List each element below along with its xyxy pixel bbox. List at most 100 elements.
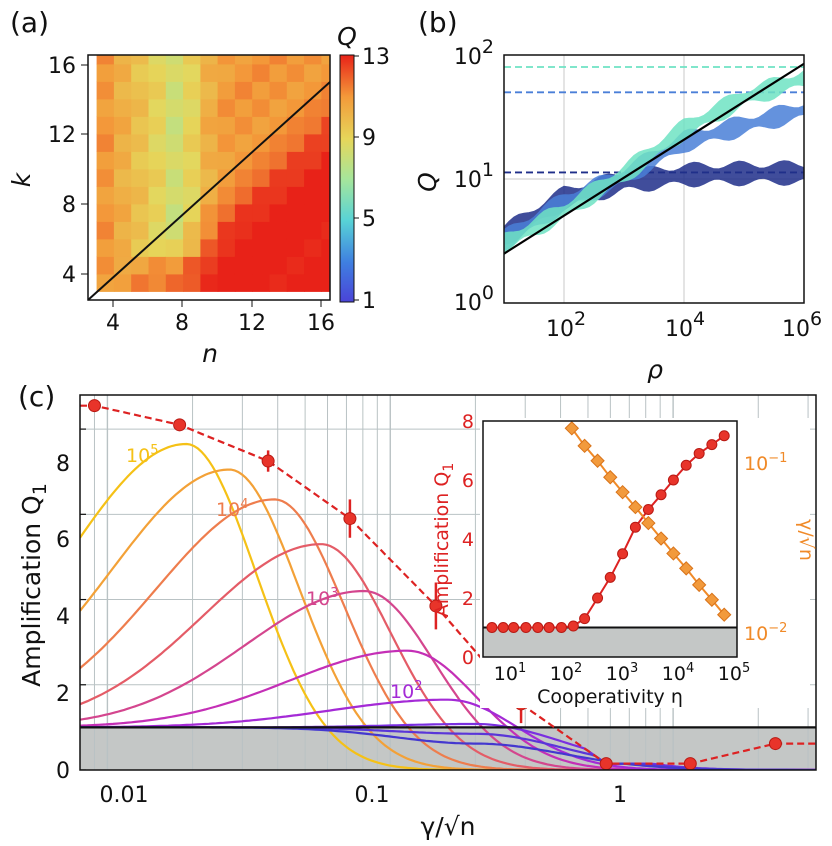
heatmap-cell [286,63,305,82]
heatmap-cell [148,238,167,257]
heatmap-cell [321,256,330,275]
heatmap-cell [217,221,236,240]
heatmap-cell [252,151,271,170]
inset-ytick-label: 8 [462,411,474,433]
panel-c-ytick-label: 6 [56,528,70,553]
panel-c-curve [80,468,816,770]
heatmap-cell [269,273,288,292]
panel-c-data-point [173,418,187,432]
inset-ytick-label: 4 [462,529,474,551]
heatmap-cell [286,221,305,240]
heatmap-reference-line [87,81,331,301]
heatmap-cell [165,256,184,275]
heatmap-xtick-label: 8 [175,311,189,336]
panel-c-ytick-label: 0 [56,759,70,784]
heatmap-cell [200,81,219,100]
heatmap-cell [148,151,167,170]
inset-q1-point [486,622,498,633]
heatmap-cell [183,168,201,187]
inset-gamma-point [704,592,720,607]
heatmap-xtick-label: 16 [307,311,335,336]
heatmap-cell [96,203,115,222]
panel-b-xlabel: ρ [647,355,663,384]
heatmap-cell [321,116,330,135]
heatmap-cell [96,55,115,65]
heatmap-cell [304,55,322,65]
inset-plot [483,421,737,657]
panel-b-reference-line [504,62,804,255]
panel-c-ytick-label: 4 [56,605,70,630]
heatmap-cell [252,98,271,117]
inset-q1-point [555,622,567,633]
heatmap-cell [131,168,150,187]
inset-frame [482,420,738,658]
heatmap-cell [96,116,115,135]
inset-ytick-label: 10−2 [744,621,787,645]
heatmap-cell [321,273,330,292]
heatmap-cell [269,168,288,187]
panel-c-xtick-label: 0.01 [100,783,149,808]
inset-xtick-label: 105 [718,661,750,685]
heatmap-cell [234,238,253,257]
heatmap-cell [148,256,167,275]
heatmap-cell [217,116,236,135]
heatmap-cell [321,203,330,222]
panel-c-data-point [429,599,443,613]
heatmap-cell [269,55,288,65]
panel-b-label: (b) [418,6,458,39]
panel-c-xtick-label: 0.1 [355,783,390,808]
inset-ytick-label: 2 [462,588,474,610]
heatmap-cell [304,98,322,117]
heatmap-cell [165,273,184,292]
heatmap-cell [183,55,201,65]
heatmap-cell [96,186,115,205]
heatmap-cell [234,186,253,205]
panel-c-data-point [87,399,101,413]
panel-c-curve [80,589,816,770]
heatmap-cell [234,63,253,82]
heatmap-cell [96,256,115,275]
inset-gamma-point [590,453,605,468]
panel-c-xticks: 0.01 0.1 1 [100,783,627,808]
heatmap-cell [269,81,288,100]
colorbar-label: Q [337,22,357,51]
inset-gamma-point [653,531,669,546]
panel-b-series-band [504,160,804,245]
heatmap-cell [269,238,288,257]
heatmap-ytick-label: 12 [48,123,76,148]
heatmap-cell [217,151,236,170]
heatmap-cell [304,81,322,100]
panel-a: (a) 4 8 12 16 4 8 12 16 n k Q [7,6,390,368]
heatmap-cell [200,55,219,65]
panel-b-ytick-label: 100 [454,282,494,316]
heatmap-cell [200,238,219,257]
heatmap-cell [269,116,288,135]
heatmap-cell [321,186,330,205]
heatmap-cell [234,168,253,187]
heatmap-cell [217,186,236,205]
heatmap-cell [96,238,115,257]
inset-q1-point [617,548,629,560]
heatmap-cell [165,238,184,257]
heatmap-cell [165,55,184,65]
heatmap-cell [286,81,305,100]
heatmap-cell [96,63,115,82]
heatmap-xtick-label: 4 [106,311,120,336]
heatmap-cell [183,63,201,82]
heatmap-cell [304,63,322,82]
heatmap-cell [269,203,288,222]
heatmap-cell [252,168,271,187]
heatmap-cell [113,221,132,240]
heatmap-cell [165,81,184,100]
panel-c: (c) 0.01 0.1 1 0 2 4 6 8 γ/√n Amplificat… [17,380,817,841]
heatmap-cell [286,273,305,292]
inset-q1-point [508,622,520,633]
curve-label-1e3: 103 [306,586,338,610]
inset-ylabel-left: Amplification Q1 [431,463,457,618]
inset-gamma-point [603,470,618,485]
inset-xtick-label: 104 [662,661,694,685]
inset-q1-point [706,439,718,451]
inset-q1-point [497,622,509,633]
heatmap-cell [321,81,330,100]
